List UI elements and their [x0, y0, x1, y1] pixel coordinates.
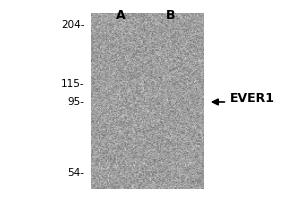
Text: EVER1: EVER1 [230, 92, 275, 105]
Ellipse shape [105, 99, 135, 105]
Text: 54-: 54- [68, 168, 85, 178]
Text: A: A [116, 9, 125, 22]
Ellipse shape [107, 156, 134, 161]
Ellipse shape [156, 99, 186, 105]
Ellipse shape [105, 128, 135, 133]
Text: 115-: 115- [61, 79, 85, 89]
Bar [91, 13, 203, 189]
Text: 204-: 204- [61, 20, 85, 30]
Text: 95-: 95- [68, 97, 85, 107]
Text: B: B [166, 9, 176, 22]
Ellipse shape [156, 128, 186, 133]
